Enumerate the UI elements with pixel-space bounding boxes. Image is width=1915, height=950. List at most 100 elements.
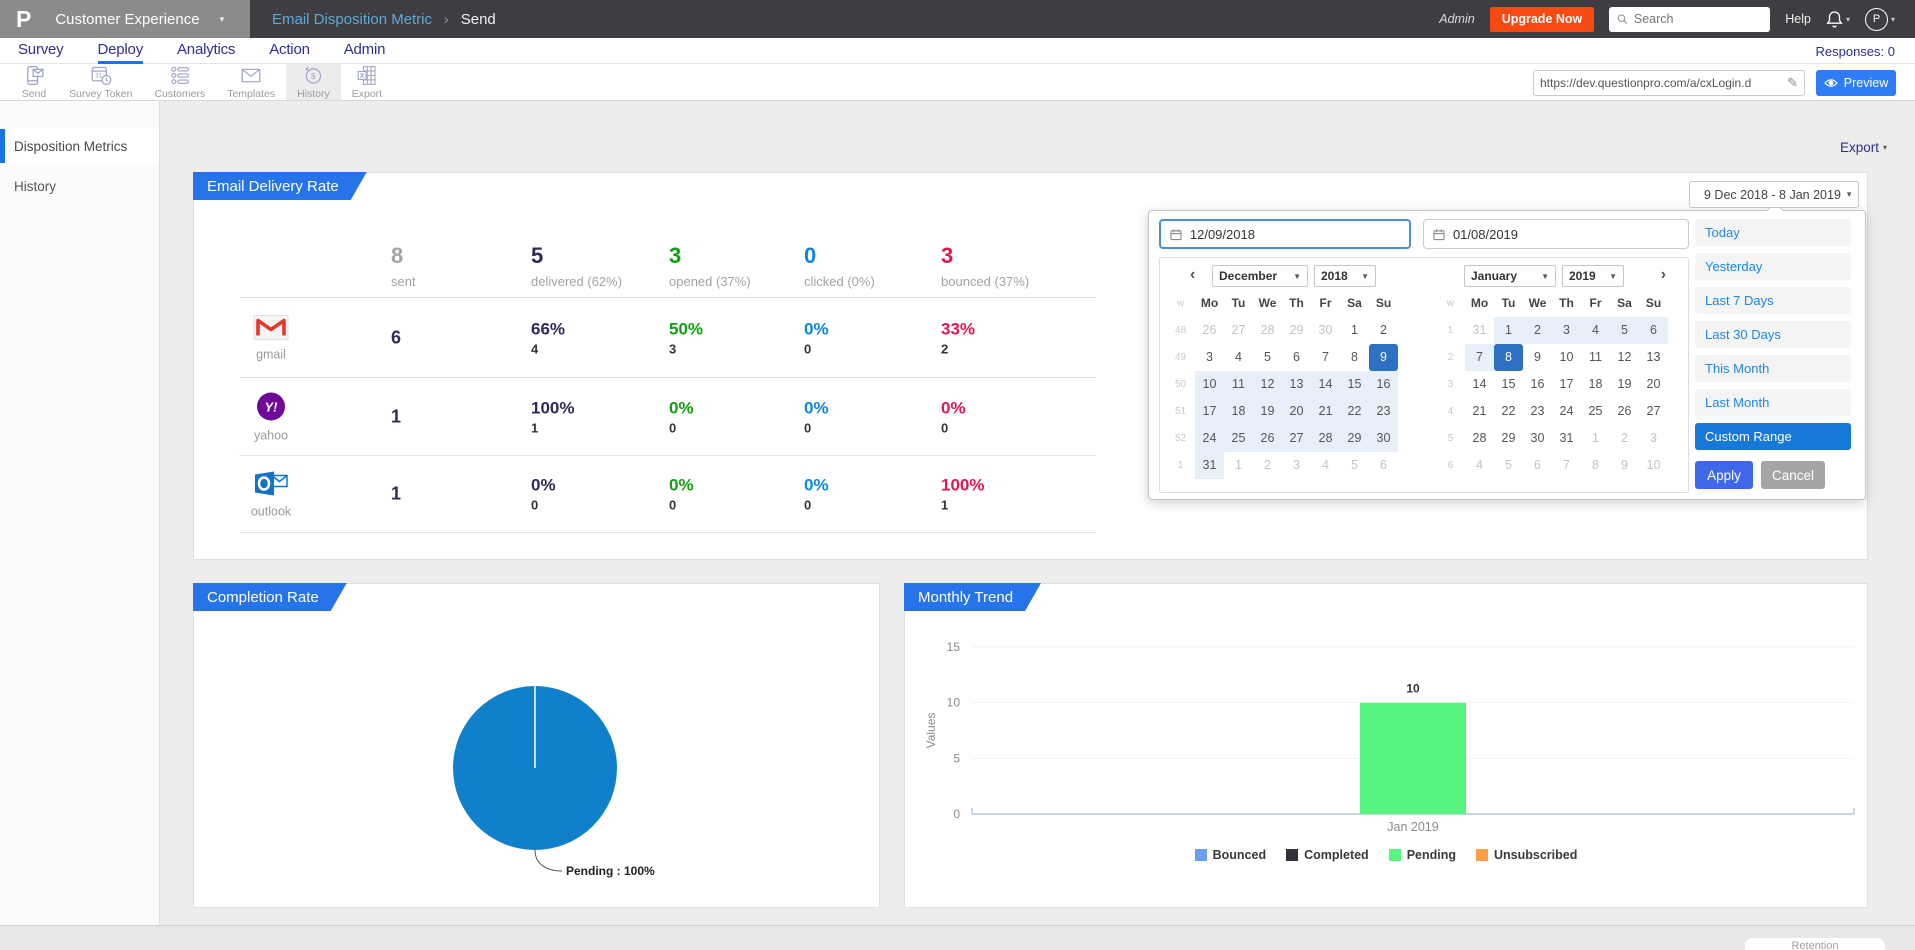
calendar-day[interactable]: 14 bbox=[1311, 371, 1340, 398]
calendar-day[interactable]: 15 bbox=[1340, 371, 1369, 398]
calendar-day[interactable]: 31 bbox=[1195, 452, 1224, 479]
calendar-day[interactable]: 8 bbox=[1494, 344, 1523, 371]
calendar-day[interactable]: 23 bbox=[1530, 404, 1545, 418]
calendar-day[interactable]: 27 bbox=[1282, 425, 1311, 452]
calendar-day[interactable]: 28 bbox=[1260, 323, 1275, 337]
calendar-day[interactable]: 2 bbox=[1621, 431, 1628, 445]
calendar-day[interactable]: 25 bbox=[1224, 425, 1253, 452]
calendar-day[interactable]: 26 bbox=[1617, 404, 1632, 418]
month-select[interactable]: December ▼ bbox=[1212, 265, 1308, 287]
calendar-day[interactable]: 20 bbox=[1646, 377, 1661, 391]
date-range-trigger[interactable]: 9 Dec 2018 - 8 Jan 2019 ▾ bbox=[1689, 181, 1859, 208]
toolbar-item-send[interactable]: Send bbox=[10, 64, 58, 100]
apply-button[interactable]: Apply bbox=[1695, 461, 1753, 489]
calendar-day[interactable]: 3 bbox=[1206, 350, 1213, 364]
survey-url-input[interactable] bbox=[1540, 76, 1784, 90]
calendar-day[interactable]: 17 bbox=[1195, 398, 1224, 425]
calendar-day[interactable]: 9 bbox=[1621, 458, 1628, 472]
toolbar-item-history[interactable]: $ History bbox=[286, 64, 341, 100]
calendar-day[interactable]: 4 bbox=[1476, 458, 1483, 472]
calendar-day[interactable]: 13 bbox=[1282, 371, 1311, 398]
preset-yesterday[interactable]: Yesterday bbox=[1695, 253, 1851, 280]
nav-tab-action[interactable]: Action bbox=[269, 40, 310, 58]
cancel-button[interactable]: Cancel bbox=[1761, 461, 1825, 489]
calendar-day[interactable]: 6 bbox=[1293, 350, 1300, 364]
nav-tab-admin[interactable]: Admin bbox=[343, 40, 386, 58]
calendar-day[interactable]: 4 bbox=[1322, 458, 1329, 472]
sidebar-item-history[interactable]: History bbox=[0, 169, 159, 203]
calendar-day[interactable]: 30 bbox=[1530, 431, 1545, 445]
calendar-day[interactable]: 17 bbox=[1559, 377, 1574, 391]
calendar-day[interactable]: 5 bbox=[1351, 458, 1358, 472]
calendar-day[interactable]: 28 bbox=[1311, 425, 1340, 452]
calendar-day[interactable]: 7 bbox=[1563, 458, 1570, 472]
calendar-day[interactable]: 25 bbox=[1588, 404, 1603, 418]
calendar-day[interactable]: 13 bbox=[1646, 350, 1661, 364]
preset-last-month[interactable]: Last Month bbox=[1695, 389, 1851, 416]
preset-last-30-days[interactable]: Last 30 Days bbox=[1695, 321, 1851, 348]
calendar-day[interactable]: 26 bbox=[1253, 425, 1282, 452]
preset-custom-range[interactable]: Custom Range bbox=[1695, 423, 1851, 450]
calendar-day[interactable]: 12 bbox=[1253, 371, 1282, 398]
start-date-input[interactable] bbox=[1189, 226, 1400, 242]
notifications-button[interactable]: ▾ bbox=[1826, 10, 1850, 28]
calendar-day[interactable]: 16 bbox=[1530, 377, 1545, 391]
search-input[interactable] bbox=[1633, 12, 1763, 26]
calendar-day[interactable]: 18 bbox=[1588, 377, 1603, 391]
preset-last-7-days[interactable]: Last 7 Days bbox=[1695, 287, 1851, 314]
calendar-day[interactable]: 14 bbox=[1472, 377, 1487, 391]
calendar-day[interactable]: 9 bbox=[1369, 344, 1398, 371]
calendar-day[interactable]: 5 bbox=[1610, 317, 1639, 344]
calendar-day[interactable]: 4 bbox=[1235, 350, 1242, 364]
toolbar-item-customers[interactable]: Customers bbox=[143, 64, 216, 100]
calendar-day[interactable]: 9 bbox=[1534, 350, 1541, 364]
calendar-day[interactable]: 1 bbox=[1235, 458, 1242, 472]
calendar-day[interactable]: 12 bbox=[1617, 350, 1632, 364]
nav-tab-survey[interactable]: Survey bbox=[18, 40, 64, 58]
calendar-day[interactable]: 22 bbox=[1340, 398, 1369, 425]
nav-tab-analytics[interactable]: Analytics bbox=[177, 40, 236, 58]
calendar-day[interactable]: 7 bbox=[1322, 350, 1329, 364]
nav-tab-deploy[interactable]: Deploy bbox=[97, 38, 143, 64]
calendar-day[interactable]: 28 bbox=[1472, 431, 1487, 445]
calendar-day[interactable]: 10 bbox=[1646, 458, 1661, 472]
calendar-day[interactable]: 24 bbox=[1195, 425, 1224, 452]
edit-pencil-icon[interactable]: ✎ bbox=[1787, 75, 1798, 90]
calendar-day[interactable]: 7 bbox=[1465, 344, 1494, 371]
upgrade-now-button[interactable]: Upgrade Now bbox=[1489, 6, 1595, 32]
preset-this-month[interactable]: This Month bbox=[1695, 355, 1851, 382]
calendar-day[interactable]: 5 bbox=[1505, 458, 1512, 472]
calendar-day[interactable]: 23 bbox=[1369, 398, 1398, 425]
breadcrumb-parent[interactable]: Email Disposition Metric bbox=[272, 10, 433, 28]
calendar-day[interactable]: 27 bbox=[1646, 404, 1661, 418]
preset-today[interactable]: Today bbox=[1695, 219, 1851, 246]
sidebar-item-disposition-metrics[interactable]: Disposition Metrics bbox=[0, 129, 159, 163]
calendar-day[interactable]: 22 bbox=[1501, 404, 1516, 418]
calendar-day[interactable]: 2 bbox=[1264, 458, 1271, 472]
calendar-day[interactable]: 19 bbox=[1617, 377, 1632, 391]
calendar-day[interactable]: 31 bbox=[1559, 431, 1574, 445]
calendar-day[interactable]: 19 bbox=[1253, 398, 1282, 425]
calendar-day[interactable]: 4 bbox=[1581, 317, 1610, 344]
calendar-day[interactable]: 3 bbox=[1552, 317, 1581, 344]
calendar-day[interactable]: 10 bbox=[1559, 350, 1574, 364]
calendar-day[interactable]: 11 bbox=[1224, 371, 1253, 398]
month-select[interactable]: January ▼ bbox=[1464, 265, 1556, 287]
calendar-day[interactable]: 29 bbox=[1501, 431, 1516, 445]
toolbar-item-survey-token[interactable]: 31 Survey Token bbox=[58, 64, 143, 100]
calendar-day[interactable]: 8 bbox=[1351, 350, 1358, 364]
year-select[interactable]: 2018 ▼ bbox=[1314, 265, 1376, 287]
help-link[interactable]: Help bbox=[1785, 12, 1811, 26]
preview-button[interactable]: Preview bbox=[1816, 70, 1896, 96]
calendar-day[interactable]: 27 bbox=[1231, 323, 1246, 337]
search-box[interactable] bbox=[1609, 6, 1771, 32]
calendar-day[interactable]: 11 bbox=[1589, 350, 1602, 364]
calendar-day[interactable]: 30 bbox=[1369, 425, 1398, 452]
calendar-day[interactable]: 29 bbox=[1340, 425, 1369, 452]
calendar-day[interactable]: 21 bbox=[1311, 398, 1340, 425]
next-month-arrow[interactable]: › bbox=[1660, 266, 1666, 283]
calendar-day[interactable]: 21 bbox=[1472, 404, 1487, 418]
workspace-selector[interactable]: P Customer Experience ▾ bbox=[0, 0, 250, 38]
calendar-day[interactable]: 6 bbox=[1380, 458, 1387, 472]
calendar-day[interactable]: 15 bbox=[1501, 377, 1516, 391]
